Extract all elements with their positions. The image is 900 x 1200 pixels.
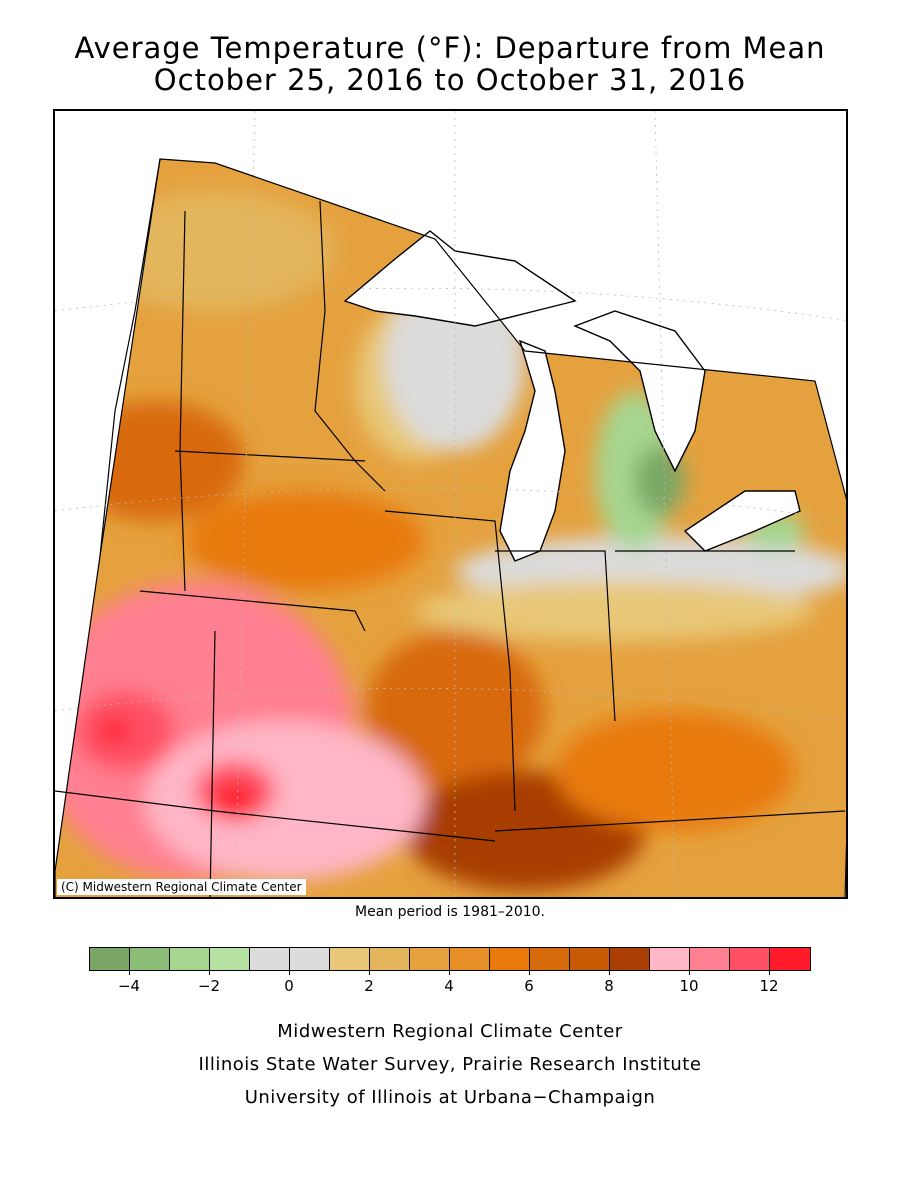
legend-tick-label: 8 bbox=[604, 977, 614, 995]
map-title: Average Temperature (°F): Departure from… bbox=[74, 31, 826, 65]
credit-mrcc: Midwestern Regional Climate Center bbox=[277, 1021, 623, 1042]
land-outline bbox=[55, 158, 846, 897]
legend-tick-label: 4 bbox=[444, 977, 454, 995]
legend-swatch bbox=[370, 948, 410, 970]
legend-tick bbox=[769, 969, 770, 975]
legend-swatch bbox=[730, 948, 770, 970]
legend-tick bbox=[129, 969, 130, 975]
legend-swatch bbox=[410, 948, 450, 970]
legend-swatch bbox=[650, 948, 690, 970]
mean-period-note: Mean period is 1981–2010. bbox=[355, 904, 545, 920]
legend-tick-label: 12 bbox=[759, 977, 779, 995]
legend-swatch bbox=[490, 948, 530, 970]
legend-tick bbox=[529, 969, 530, 975]
legend-tick bbox=[689, 969, 690, 975]
legend-tick bbox=[609, 969, 610, 975]
legend-swatch bbox=[530, 948, 570, 970]
legend-tick-label: −4 bbox=[117, 977, 141, 995]
map-frame: (C) Midwestern Regional Climate Center bbox=[53, 109, 848, 899]
legend-swatch bbox=[90, 948, 130, 970]
legend-tick bbox=[209, 969, 210, 975]
color-legend bbox=[89, 947, 811, 971]
legend-swatch bbox=[610, 948, 650, 970]
legend-swatch bbox=[330, 948, 370, 970]
credit-isws: Illinois State Water Survey, Prairie Res… bbox=[198, 1054, 702, 1075]
legend-swatch bbox=[570, 948, 610, 970]
legend-swatch bbox=[290, 948, 330, 970]
great-lakes bbox=[343, 230, 801, 562]
legend-tick-label: 0 bbox=[284, 977, 294, 995]
map-subtitle-date-range: October 25, 2016 to October 31, 2016 bbox=[153, 63, 747, 97]
legend-swatch bbox=[210, 948, 250, 970]
state-boundaries bbox=[55, 158, 846, 897]
legend-tick bbox=[449, 969, 450, 975]
temperature-departure-map bbox=[55, 111, 846, 897]
legend-swatch bbox=[130, 948, 170, 970]
legend-swatch bbox=[250, 948, 290, 970]
copyright-label: (C) Midwestern Regional Climate Center bbox=[57, 879, 306, 895]
legend-ticks: −4 −2 0 2 4 6 8 10 12 bbox=[89, 969, 811, 999]
legend-tick-label: 6 bbox=[524, 977, 534, 995]
legend-swatch bbox=[690, 948, 730, 970]
legend-tick-label: −2 bbox=[197, 977, 221, 995]
legend-swatch bbox=[770, 948, 810, 970]
legend-tick-label: 10 bbox=[679, 977, 699, 995]
legend-swatch bbox=[170, 948, 210, 970]
credit-uiuc: University of Illinois at Urbana−Champai… bbox=[244, 1087, 656, 1108]
legend-tick bbox=[369, 969, 370, 975]
graticule bbox=[55, 111, 846, 897]
legend-tick-label: 2 bbox=[364, 977, 374, 995]
legend-swatch bbox=[450, 948, 490, 970]
legend-tick bbox=[289, 969, 290, 975]
